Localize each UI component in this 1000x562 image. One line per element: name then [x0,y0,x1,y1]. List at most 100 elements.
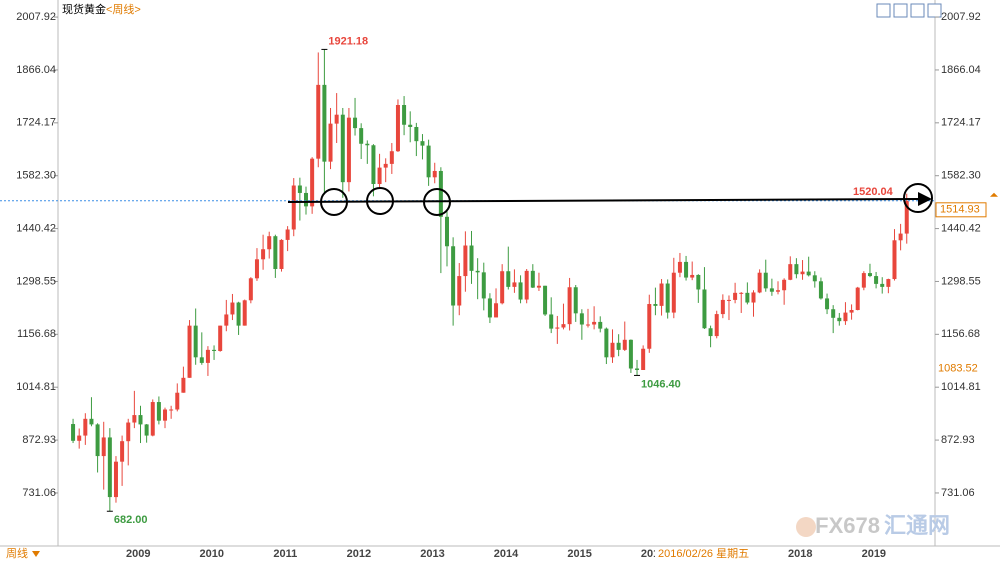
candle-body [843,312,848,322]
candle-body [530,270,535,288]
candle-body [365,143,370,146]
x-tick-label: 2012 [347,548,371,560]
candle-body [414,126,419,142]
x-tick-label: 2013 [420,548,444,560]
drawn-circle [903,183,933,213]
x-tick-label: 2009 [126,548,150,560]
candle-body [855,287,860,310]
candle-body [304,192,309,207]
candle-body [95,424,100,457]
candle-body [733,292,738,300]
candle-body [371,145,376,185]
candle-body [794,264,799,275]
candle-body [696,274,701,290]
candle-body [77,435,82,441]
candle-body [573,287,578,314]
y-tick-label: 1582.30 [16,170,56,182]
y-tick-label: 872.93 [941,434,975,446]
candle-body [353,117,358,129]
candle-body [812,275,817,282]
candle-body [377,167,382,185]
candle-body [641,348,646,370]
annotation: 1520.04 [853,186,894,198]
candle-body [561,324,566,328]
x-tick-label: 2014 [494,548,519,560]
tool-button[interactable] [876,3,891,18]
candle-body [635,368,640,370]
y-tick-label: 1156.68 [941,328,980,340]
candle-body [107,437,112,498]
candle-body [898,233,903,241]
candle-body [524,270,529,300]
candle-body [457,276,462,306]
drawn-circle [366,187,394,215]
candle-body [389,151,394,164]
candle-body [549,314,554,329]
candle-body [205,349,210,363]
candle-body [653,304,658,306]
candle-body [874,276,879,284]
candles [71,49,909,512]
y-tick-label: 1014.81 [941,381,981,393]
candle-body [831,309,836,318]
price-pointer [990,192,998,197]
candle-body [886,279,891,287]
candle-body [340,114,345,183]
tool-button[interactable] [893,3,908,18]
candle-body [101,437,106,457]
candle-body [218,325,223,351]
candle-body [806,271,811,276]
x-tick-label: 2019 [862,548,886,560]
candle-body [628,339,633,369]
candle-body [132,415,137,423]
chart-title: 现货黄金 [62,2,106,16]
annotation: 682.00 [114,514,148,526]
candle-body [150,402,155,436]
candle-body [769,288,774,292]
candle-body [745,292,750,303]
arrow-head [918,192,932,206]
candle-body [659,283,664,306]
candle-body [818,281,823,299]
candle-body [788,264,793,280]
candle-body [690,274,695,278]
candle-body [175,392,180,410]
dropdown-icon [32,551,40,557]
candle-body [714,314,719,337]
candle-body [156,402,161,421]
candle-body [310,158,315,207]
candle-body [230,302,235,315]
y-tick-label: 2007.92 [16,11,56,23]
candle-body [420,141,425,146]
candle-body [475,270,480,273]
candle-body [408,124,413,127]
candle-body [297,185,302,193]
x-tick-label: 2015 [567,548,591,560]
candle-body [579,313,584,325]
candle-body [665,283,670,313]
candle-body [751,292,756,303]
y-tick-label: 872.93 [22,434,56,446]
candle-body [604,328,609,358]
candle-body [193,325,198,358]
candle-body [487,298,492,318]
candle-body [126,422,131,442]
annotation: 1921.18 [328,35,368,47]
y-tick-label: 1866.04 [941,64,981,76]
candle-body [481,272,486,299]
candle-body [291,185,296,230]
candle-body [402,105,407,125]
candle-body [720,299,725,315]
candle-body [867,273,872,277]
toolbar[interactable] [876,3,942,18]
y-tick-label: 1440.42 [16,222,56,234]
tool-button[interactable] [910,3,925,18]
candle-body [702,289,707,329]
candle-body [849,309,854,313]
x-tick-label: 2010 [200,548,224,560]
candle-body [555,327,560,329]
tool-button[interactable] [927,3,942,18]
y-tick-label: 1156.68 [17,328,56,340]
candle-body [285,229,290,240]
